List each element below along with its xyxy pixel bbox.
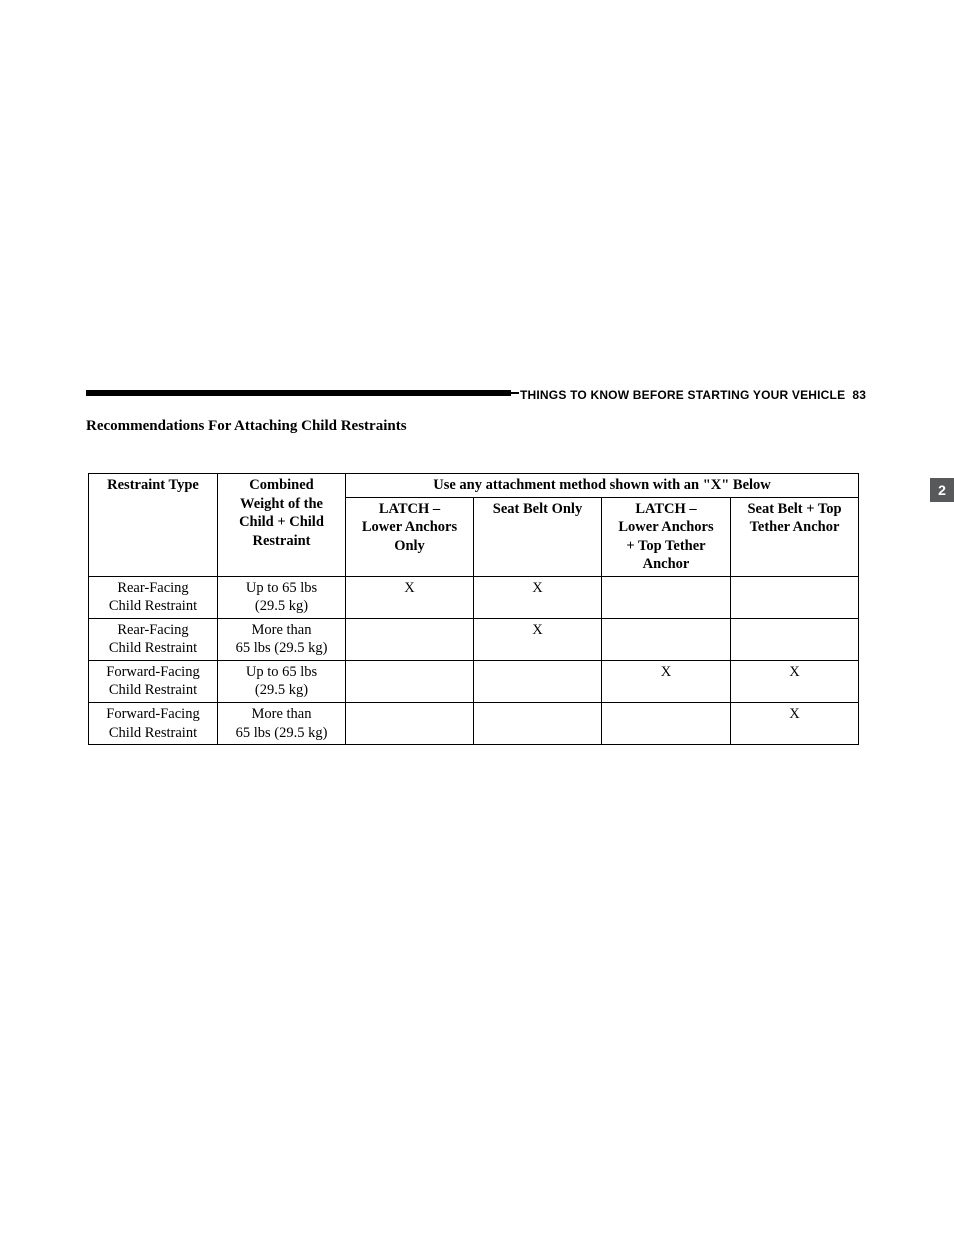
rt-line2: Child Restraint xyxy=(109,682,197,698)
col-header-seat-belt-only: Seat Belt Only xyxy=(474,497,602,576)
col-header-restraint-type: Restraint Type xyxy=(89,474,218,577)
cell-method-4 xyxy=(731,618,859,660)
cell-method-1 xyxy=(346,703,474,745)
child-restraint-table: Restraint Type Combined Weight of the Ch… xyxy=(88,473,859,745)
cell-method-1 xyxy=(346,618,474,660)
header-rule xyxy=(86,390,511,396)
cell-weight: More than 65 lbs (29.5 kg) xyxy=(218,703,346,745)
wt-line2: (29.5 kg) xyxy=(255,682,308,698)
cell-method-4: X xyxy=(731,660,859,702)
rt-line2: Child Restraint xyxy=(109,725,197,741)
cell-restraint-type: Rear-Facing Child Restraint xyxy=(89,576,218,618)
wt-line1: Up to 65 lbs xyxy=(246,580,317,596)
table-header-row-1: Restraint Type Combined Weight of the Ch… xyxy=(89,474,859,498)
wt-line2: 65 lbs (29.5 kg) xyxy=(236,725,328,741)
col-header-latch-lower-only: LATCH – Lower Anchors Only xyxy=(346,497,474,576)
cell-method-2: X xyxy=(474,576,602,618)
rt-line1: Rear-Facing xyxy=(117,622,188,638)
rt-line1: Rear-Facing xyxy=(117,580,188,596)
m1-line1: LATCH – xyxy=(379,501,440,517)
cell-method-3 xyxy=(602,576,731,618)
m3-line4: Anchor xyxy=(643,556,690,572)
chapter-tab: 2 xyxy=(930,478,954,502)
rt-line2: Child Restraint xyxy=(109,598,197,614)
m4-line1: Seat Belt + Top xyxy=(747,501,841,517)
cell-method-3 xyxy=(602,618,731,660)
col-header-weight-line4: Restraint xyxy=(253,533,311,549)
col-header-methods-span: Use any attachment method shown with an … xyxy=(346,474,859,498)
wt-line1: Up to 65 lbs xyxy=(246,664,317,680)
col-header-weight-line3: Child + Child xyxy=(239,514,324,530)
table-row: Forward-Facing Child Restraint More than… xyxy=(89,703,859,745)
col-header-latch-lower-top-tether: LATCH – Lower Anchors + Top Tether Ancho… xyxy=(602,497,731,576)
cell-method-2 xyxy=(474,703,602,745)
m3-line1: LATCH – xyxy=(635,501,696,517)
page: THINGS TO KNOW BEFORE STARTING YOUR VEHI… xyxy=(0,0,954,1235)
cell-method-2 xyxy=(474,660,602,702)
cell-restraint-type: Forward-Facing Child Restraint xyxy=(89,660,218,702)
cell-method-1: X xyxy=(346,576,474,618)
wt-line2: (29.5 kg) xyxy=(255,598,308,614)
m1-line3: Only xyxy=(394,538,425,554)
cell-weight: More than 65 lbs (29.5 kg) xyxy=(218,618,346,660)
cell-method-1 xyxy=(346,660,474,702)
table-row: Rear-Facing Child Restraint Up to 65 lbs… xyxy=(89,576,859,618)
col-header-weight-line1: Combined xyxy=(249,477,313,493)
cell-method-4 xyxy=(731,576,859,618)
cell-method-3: X xyxy=(602,660,731,702)
cell-method-2: X xyxy=(474,618,602,660)
m3-line3: + Top Tether xyxy=(626,538,705,554)
rt-line2: Child Restraint xyxy=(109,640,197,656)
m4-line2: Tether Anchor xyxy=(750,519,840,535)
cell-restraint-type: Forward-Facing Child Restraint xyxy=(89,703,218,745)
cell-weight: Up to 65 lbs (29.5 kg) xyxy=(218,660,346,702)
col-header-seat-belt-top-tether: Seat Belt + Top Tether Anchor xyxy=(731,497,859,576)
header-page-number: 83 xyxy=(852,388,866,402)
m1-line2: Lower Anchors xyxy=(362,519,457,535)
rt-line1: Forward-Facing xyxy=(106,706,199,722)
wt-line2: 65 lbs (29.5 kg) xyxy=(236,640,328,656)
wt-line1: More than xyxy=(252,622,312,638)
col-header-weight-line2: Weight of the xyxy=(240,496,323,512)
m3-line2: Lower Anchors xyxy=(618,519,713,535)
table-row: Rear-Facing Child Restraint More than 65… xyxy=(89,618,859,660)
cell-restraint-type: Rear-Facing Child Restraint xyxy=(89,618,218,660)
section-title: Recommendations For Attaching Child Rest… xyxy=(86,418,407,435)
m2-line1: Seat Belt Only xyxy=(493,501,582,517)
wt-line1: More than xyxy=(252,706,312,722)
cell-method-4: X xyxy=(731,703,859,745)
running-header: THINGS TO KNOW BEFORE STARTING YOUR VEHI… xyxy=(520,388,866,402)
rt-line1: Forward-Facing xyxy=(106,664,199,680)
cell-weight: Up to 65 lbs (29.5 kg) xyxy=(218,576,346,618)
cell-method-3 xyxy=(602,703,731,745)
col-header-combined-weight: Combined Weight of the Child + Child Res… xyxy=(218,474,346,577)
header-section-text: THINGS TO KNOW BEFORE STARTING YOUR VEHI… xyxy=(520,388,845,402)
header-rule-thin xyxy=(511,392,519,394)
table-row: Forward-Facing Child Restraint Up to 65 … xyxy=(89,660,859,702)
